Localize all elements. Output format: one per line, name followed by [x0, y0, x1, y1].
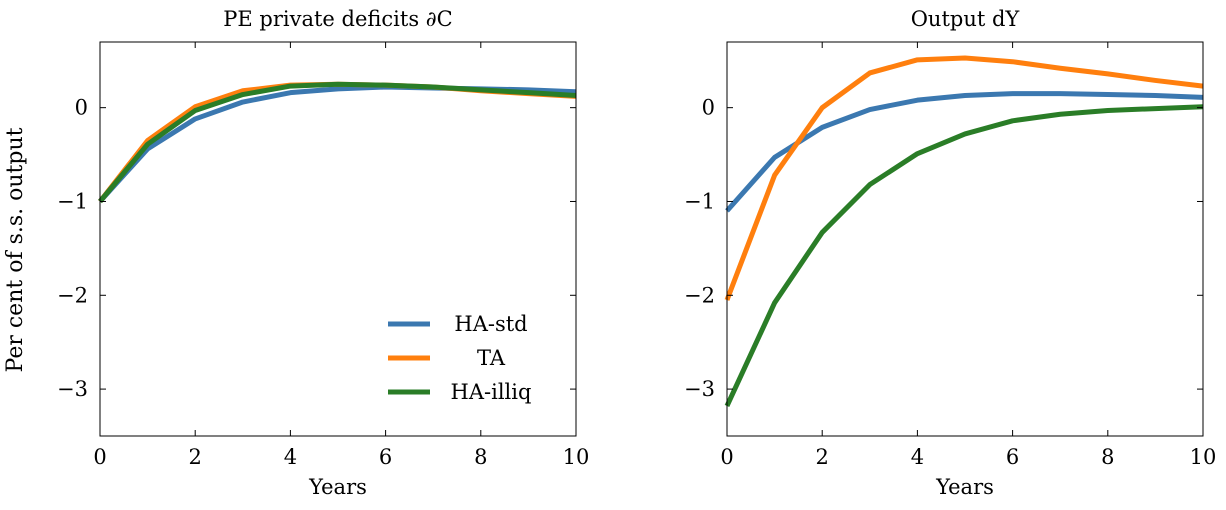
- chart-panel-1: PE private deficits ∂C 0 2 4 6 8 10 −3 −2 −1 0 Year…: [57, 7, 589, 499]
- y-tick-label: −2: [684, 283, 715, 307]
- series-line-ha-illiq: [98, 81, 577, 204]
- legend: HA-std TA HA-illiq: [388, 312, 531, 404]
- x-tick-label: 2: [189, 445, 202, 469]
- y-tick-label: −3: [57, 377, 88, 401]
- x-tick-label: 0: [720, 445, 733, 469]
- x-tick-label: 6: [379, 445, 392, 469]
- x-tick-label: 6: [1006, 445, 1019, 469]
- chart-panels: PE private deficits ∂C 0 2 4 6 8 10 −3 −2 −1 0 Year…: [57, 7, 1216, 499]
- x-tick-label: 8: [474, 445, 487, 469]
- series-line-ta: [724, 55, 1204, 301]
- y-tick-label: 0: [75, 96, 88, 120]
- y-axis-label: Per cent of s.s. output: [3, 127, 28, 372]
- x-axis-label: Years: [308, 475, 367, 499]
- y-tick-label: −2: [57, 283, 88, 307]
- legend-label-ta: TA: [477, 346, 506, 370]
- y-tick-label: 0: [702, 96, 715, 120]
- series-line-ha-std: [725, 91, 1204, 213]
- x-tick-label: 10: [563, 445, 590, 469]
- legend-label-ha-std: HA-std: [454, 312, 527, 336]
- legend-label-ha-illiq: HA-illiq: [451, 380, 532, 404]
- chart-panel-2: Output dY 0 2 4 6 8 10 −3 −2 −1 0 Years: [684, 7, 1216, 499]
- x-axis-label: Years: [935, 475, 994, 499]
- x-tick-label: 2: [816, 445, 829, 469]
- series-line-ta: [98, 81, 577, 204]
- series-line-ha-std: [98, 84, 577, 204]
- chart-title: PE private deficits ∂C: [223, 7, 452, 31]
- series-line-ha-illiq: [724, 104, 1204, 408]
- plot-frame: [726, 41, 1204, 437]
- x-tick-label: 4: [284, 445, 297, 469]
- x-tick-label: 8: [1101, 445, 1114, 469]
- x-tick-label: 4: [911, 445, 924, 469]
- y-tick-label: −1: [57, 189, 88, 213]
- y-tick-label: −1: [684, 189, 715, 213]
- series-lines: [98, 81, 577, 204]
- x-tick-label: 0: [93, 445, 106, 469]
- y-tick-label: −3: [684, 377, 715, 401]
- series-lines: [724, 55, 1204, 408]
- chart-title: Output dY: [911, 7, 1021, 31]
- x-tick-label: 10: [1190, 445, 1217, 469]
- plot-frame: [99, 41, 577, 437]
